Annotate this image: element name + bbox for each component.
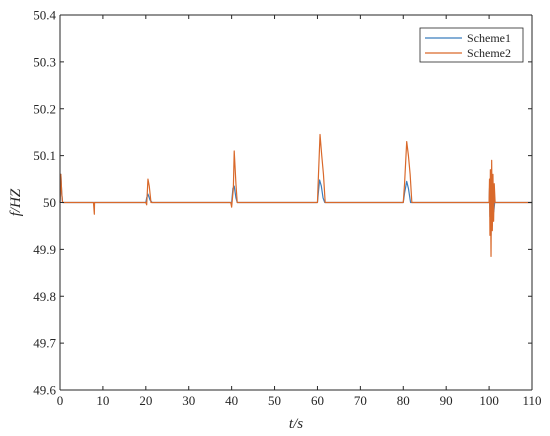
- legend-label-scheme1: Scheme1: [467, 31, 511, 45]
- y-tick-label: 49.6: [33, 383, 56, 398]
- y-tick-label: 49.8: [33, 289, 56, 304]
- x-tick-label: 100: [479, 393, 499, 408]
- y-tick-label: 49.7: [33, 336, 56, 351]
- x-tick-label: 20: [139, 393, 152, 408]
- ticks: 0 10 20 30 40 50 60 70 80 90 100 110 49.6 49.7 49.8 49.…: [33, 8, 541, 409]
- x-tick-label: 90: [440, 393, 453, 408]
- y-tick-label: 50: [43, 195, 56, 210]
- y-tick-label: 50.3: [33, 54, 56, 69]
- x-tick-label: 10: [96, 393, 109, 408]
- x-tick-label: 40: [225, 393, 238, 408]
- y-axis-label: f/HZ: [8, 188, 24, 216]
- series-layer: [59, 133, 532, 258]
- y-tick-label: 49.9: [33, 242, 56, 257]
- x-tick-label: 30: [182, 393, 195, 408]
- y-tick-label: 50.2: [33, 101, 56, 116]
- legend: Scheme1 Scheme2: [419, 27, 524, 63]
- y-tick-label: 50.1: [33, 148, 56, 163]
- legend-box: [419, 27, 524, 63]
- x-tick-label: 80: [397, 393, 410, 408]
- x-tick-label: 110: [522, 393, 541, 408]
- x-axis-label: t/s: [289, 416, 303, 432]
- y-tick-label: 50.4: [33, 8, 56, 23]
- series-line-scheme2: [59, 133, 532, 258]
- x-tick-label: 70: [354, 393, 367, 408]
- legend-label-scheme2: Scheme2: [467, 46, 511, 60]
- x-tick-label: 60: [311, 393, 324, 408]
- x-tick-label: 50: [268, 393, 281, 408]
- x-tick-label: 0: [57, 393, 64, 408]
